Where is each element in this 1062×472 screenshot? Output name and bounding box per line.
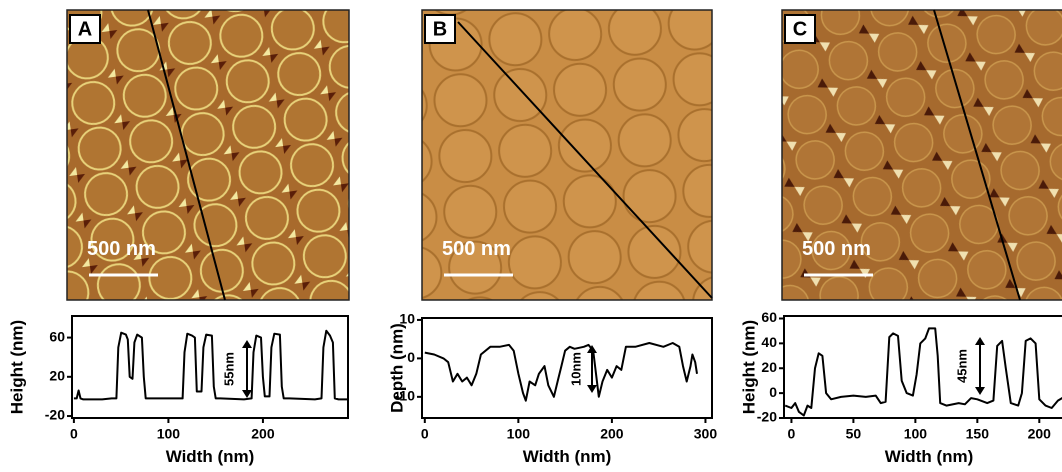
x-tick-label: 0 (70, 426, 78, 442)
annotation: 10nm (568, 352, 583, 386)
scale-bar-label: 500 nm (802, 238, 871, 260)
panel: A 500 nm 0 100 200 -20 20 60 Width (nm) Height (n… (7, 10, 349, 466)
panel-label: A (78, 18, 92, 40)
panel-label: B (433, 18, 447, 40)
plot-frame (422, 318, 712, 418)
y-axis-label: Height (nm) (7, 320, 26, 414)
plot-frame (784, 316, 1062, 418)
y-tick-label: -20 (757, 409, 777, 425)
x-tick-label: 100 (157, 426, 181, 442)
x-axis-label: Width (nm) (885, 447, 974, 466)
y-tick-label: 20 (761, 359, 777, 375)
y-tick-label: 0 (769, 384, 777, 400)
x-tick-label: 150 (966, 426, 990, 442)
x-axis-label: Width (nm) (523, 447, 612, 466)
y-tick-label: 40 (761, 334, 777, 350)
annotation: 45nm (954, 349, 969, 383)
x-axis-label: Width (nm) (166, 447, 255, 466)
x-tick-label: 200 (251, 426, 275, 442)
y-tick-label: 60 (761, 309, 777, 325)
y-axis-label: Depth (nm) (387, 323, 406, 413)
x-tick-label: 100 (507, 426, 531, 442)
x-tick-label: 50 (846, 426, 862, 442)
scale-bar-label: 500 nm (87, 238, 156, 260)
x-tick-label: 300 (694, 426, 718, 442)
y-tick-label: 60 (49, 328, 65, 344)
figure: A500 nm0100200-202060Width (nm)Height (n… (0, 0, 1062, 472)
panel-label: C (793, 18, 807, 40)
x-tick-label: 0 (788, 426, 796, 442)
x-tick-label: 200 (600, 426, 624, 442)
y-tick-label: 0 (407, 349, 415, 365)
plot-frame (72, 316, 348, 418)
y-axis-label: Height (nm) (739, 320, 758, 414)
y-tick-label: -20 (45, 407, 65, 423)
annotation: 55nm (221, 352, 236, 386)
x-tick-label: 100 (904, 426, 928, 442)
x-tick-label: 200 (1028, 426, 1052, 442)
scale-bar-label: 500 nm (442, 238, 511, 260)
y-tick-label: 20 (49, 368, 65, 384)
x-tick-label: 0 (421, 426, 429, 442)
panel: C 500 nm 0 50 100 150 200 -20 0 20 40 60 Width (nm) H… (739, 10, 1062, 466)
